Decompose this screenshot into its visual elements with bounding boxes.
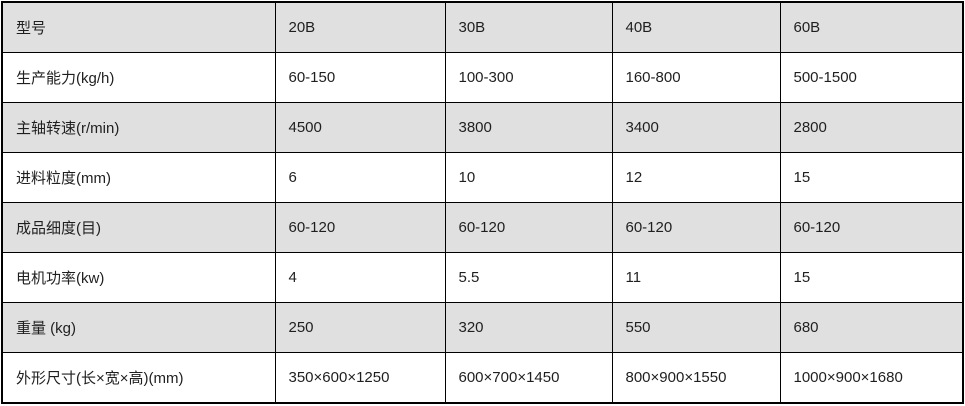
header-row: 型号 20B 30B 40B 60B <box>1 1 964 53</box>
value-cell: 100-300 <box>444 52 613 103</box>
column-header-60b: 60B <box>779 1 964 53</box>
value-cell: 550 <box>611 302 781 353</box>
row-label: 外形尺寸(长×宽×高)(mm) <box>1 352 276 404</box>
table-row-spindle-speed: 主轴转速(r/min) 4500 3800 3400 2800 <box>1 102 964 153</box>
value-cell: 60-120 <box>444 202 613 253</box>
row-label: 主轴转速(r/min) <box>1 102 276 153</box>
value-cell: 600×700×1450 <box>444 352 613 404</box>
value-cell: 680 <box>779 302 964 353</box>
value-cell: 1000×900×1680 <box>779 352 964 404</box>
column-header-40b: 40B <box>611 1 781 53</box>
value-cell: 11 <box>611 252 781 303</box>
value-cell: 15 <box>779 152 964 203</box>
value-cell: 60-150 <box>274 52 446 103</box>
value-cell: 5.5 <box>444 252 613 303</box>
value-cell: 800×900×1550 <box>611 352 781 404</box>
value-cell: 2800 <box>779 102 964 153</box>
value-cell: 60-120 <box>611 202 781 253</box>
row-label: 进料粒度(mm) <box>1 152 276 203</box>
row-label: 成品细度(目) <box>1 202 276 253</box>
table-row-product-fineness: 成品细度(目) 60-120 60-120 60-120 60-120 <box>1 202 964 253</box>
table-row-capacity: 生产能力(kg/h) 60-150 100-300 160-800 500-15… <box>1 52 964 103</box>
column-header-30b: 30B <box>444 1 613 53</box>
value-cell: 10 <box>444 152 613 203</box>
value-cell: 12 <box>611 152 781 203</box>
column-header-model: 型号 <box>1 1 276 53</box>
table-row-weight: 重量 (kg) 250 320 550 680 <box>1 302 964 353</box>
value-cell: 350×600×1250 <box>274 352 446 404</box>
table-row-motor-power: 电机功率(kw) 4 5.5 11 15 <box>1 252 964 303</box>
column-header-20b: 20B <box>274 1 446 53</box>
value-cell: 3400 <box>611 102 781 153</box>
value-cell: 3800 <box>444 102 613 153</box>
value-cell: 320 <box>444 302 613 353</box>
row-label: 重量 (kg) <box>1 302 276 353</box>
value-cell: 60-120 <box>779 202 964 253</box>
value-cell: 60-120 <box>274 202 446 253</box>
value-cell: 500-1500 <box>779 52 964 103</box>
table-row-feed-size: 进料粒度(mm) 6 10 12 15 <box>1 152 964 203</box>
value-cell: 15 <box>779 252 964 303</box>
value-cell: 250 <box>274 302 446 353</box>
row-label: 电机功率(kw) <box>1 252 276 303</box>
row-label: 生产能力(kg/h) <box>1 52 276 103</box>
value-cell: 4500 <box>274 102 446 153</box>
value-cell: 4 <box>274 252 446 303</box>
value-cell: 160-800 <box>611 52 781 103</box>
table-row-dimensions: 外形尺寸(长×宽×高)(mm) 350×600×1250 600×700×145… <box>1 352 964 404</box>
value-cell: 6 <box>274 152 446 203</box>
